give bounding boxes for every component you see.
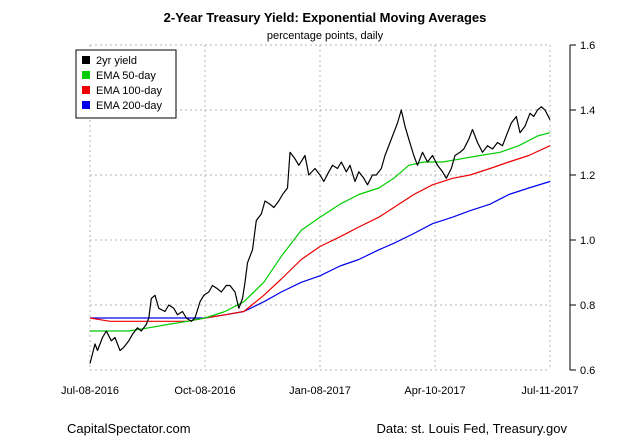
chart-subtitle: percentage points, daily: [267, 30, 384, 42]
y-tick-label: 1.4: [580, 105, 595, 117]
series-line-2yr-yield: [89, 106, 551, 364]
footer-source-site: CapitalSpectator.com: [67, 421, 191, 436]
series-lines: [89, 106, 551, 364]
x-tick-label: Oct-08-2016: [174, 385, 235, 397]
x-tick-label: Jan-08-2017: [289, 385, 351, 397]
chart-title: 2-Year Treasury Yield: Exponential Movin…: [164, 10, 487, 25]
x-tick-label: Jul-11-2017: [521, 385, 578, 397]
legend-label: EMA 100-day: [96, 85, 163, 97]
yield-chart: 2-Year Treasury Yield: Exponential Movin…: [61, 10, 595, 397]
legend-swatch: [82, 71, 90, 79]
legend-swatch: [82, 101, 90, 109]
legend-box: [75, 49, 177, 119]
legend-swatch: [82, 56, 90, 64]
legend-swatch: [82, 86, 90, 94]
series-line-ema-50-day: [90, 132, 551, 332]
x-tick-label: Apr-10-2017: [404, 385, 465, 397]
series-line-ema-100-day: [89, 145, 551, 322]
axes: 0.6 0.8 1.0 1.2 1.4 1.6 Jul-08-2016 Oct-08-2016…: [61, 40, 595, 397]
legend-label: EMA 200-day: [96, 100, 163, 112]
footer-data-credit: Data: st. Louis Fed, Treasury.gov: [376, 421, 567, 436]
legend: 2yr yield EMA 50-day EMA 100-day EMA 200-da…: [75, 49, 177, 119]
legend-label: EMA 50-day: [96, 70, 156, 82]
y-tick-label: 0.6: [580, 365, 595, 377]
legend-label: 2yr yield: [96, 55, 137, 67]
series-line-ema-200-day: [90, 180, 551, 319]
y-tick-label: 1.2: [580, 170, 595, 182]
y-tick-label: 1.0: [580, 235, 595, 247]
y-tick-label: 0.8: [580, 300, 595, 312]
x-tick-label: Jul-08-2016: [61, 385, 119, 397]
y-tick-label: 1.6: [580, 40, 595, 52]
